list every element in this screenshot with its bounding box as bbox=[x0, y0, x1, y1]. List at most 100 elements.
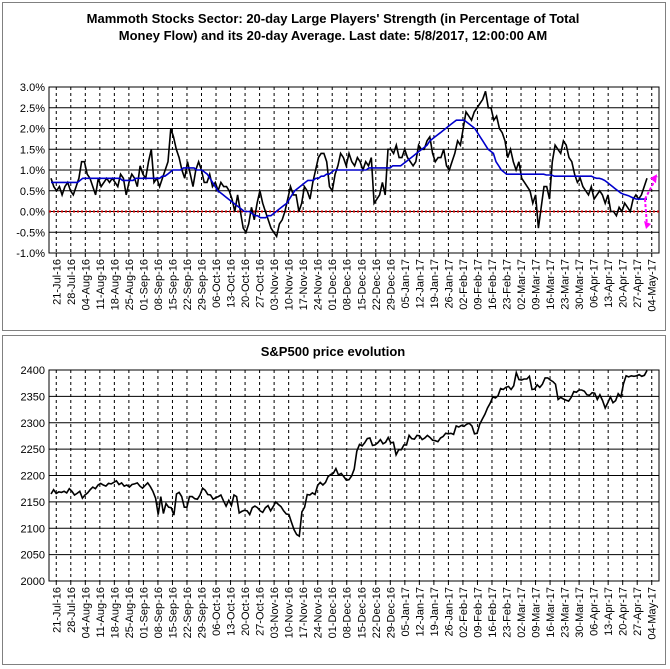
x-tick-label: 20-Apr-17 bbox=[618, 587, 630, 636]
strength-chart-panel: Mammoth Stocks Sector: 20-day Large Play… bbox=[2, 2, 666, 331]
x-tick-label: 05-Jan-17 bbox=[400, 587, 412, 637]
x-tick-label: 24-Nov-16 bbox=[313, 587, 325, 638]
x-tick-label: 04-May-17 bbox=[647, 259, 659, 312]
x-tick-label: 06-Apr-17 bbox=[589, 587, 601, 636]
x-tick-label: 01-Dec-16 bbox=[327, 259, 339, 310]
x-tick-label: 09-Feb-17 bbox=[472, 259, 484, 310]
x-tick-label: 16-Feb-17 bbox=[487, 587, 499, 638]
x-tick-label: 29-Sep-16 bbox=[197, 259, 209, 310]
y-tick-label: 2000 bbox=[21, 576, 45, 588]
x-tick-label: 02-Mar-17 bbox=[516, 587, 528, 638]
x-tick-label: 08-Sep-16 bbox=[153, 587, 165, 638]
x-tick-label: 25-Aug-16 bbox=[124, 259, 136, 310]
x-tick-label: 03-Nov-16 bbox=[269, 259, 281, 310]
x-tick-label: 13-Oct-16 bbox=[226, 259, 238, 308]
x-tick-label: 06-Apr-17 bbox=[589, 259, 601, 308]
x-tick-label: 02-Feb-17 bbox=[458, 587, 470, 638]
x-tick-label: 20-Oct-16 bbox=[240, 587, 252, 636]
x-tick-label: 10-Nov-16 bbox=[284, 259, 296, 310]
x-tick-label: 04-Aug-16 bbox=[80, 259, 92, 310]
y-tick-label: 2.5% bbox=[20, 103, 45, 115]
x-tick-label: 13-Apr-17 bbox=[603, 259, 615, 308]
y-tick-label: 1.5% bbox=[20, 144, 45, 156]
chart-title-line-1: Mammoth Stocks Sector: 20-day Large Play… bbox=[87, 11, 580, 26]
forecast-down-arrowhead bbox=[644, 221, 651, 230]
x-tick-label: 09-Feb-17 bbox=[472, 587, 484, 638]
series-line-main bbox=[50, 369, 648, 538]
x-tick-label: 24-Nov-16 bbox=[313, 259, 325, 310]
strength-chart: Mammoth Stocks Sector: 20-day Large Play… bbox=[16, 11, 660, 312]
x-tick-label: 22-Sep-16 bbox=[182, 587, 194, 638]
x-tick-label: 26-Jan-17 bbox=[443, 587, 455, 637]
x-tick-label: 20-Oct-16 bbox=[240, 259, 252, 308]
x-tick-label: 21-Jul-16 bbox=[51, 259, 63, 305]
y-tick-label: 2150 bbox=[21, 497, 45, 509]
x-tick-label: 09-Mar-17 bbox=[531, 259, 543, 310]
x-tick-label: 18-Aug-16 bbox=[109, 587, 121, 638]
x-tick-label: 27-Apr-17 bbox=[632, 259, 644, 308]
x-tick-label: 01-Sep-16 bbox=[138, 259, 150, 310]
forecast-up-arrowhead bbox=[650, 174, 657, 184]
x-tick-label: 15-Sep-16 bbox=[167, 259, 179, 310]
x-tick-label: 15-Dec-16 bbox=[356, 259, 368, 310]
x-tick-label: 23-Feb-17 bbox=[502, 259, 514, 310]
x-tick-label: 21-Jul-16 bbox=[51, 587, 63, 633]
x-tick-label: 03-Nov-16 bbox=[269, 587, 281, 638]
x-tick-label: 05-Jan-17 bbox=[400, 259, 412, 309]
x-tick-label: 01-Dec-16 bbox=[327, 587, 339, 638]
y-tick-label: 0.0% bbox=[20, 207, 45, 219]
x-tick-label: 02-Mar-17 bbox=[516, 259, 528, 310]
x-tick-label: 16-Mar-17 bbox=[545, 259, 557, 310]
x-tick-label: 08-Dec-16 bbox=[342, 259, 354, 310]
x-tick-label: 26-Jan-17 bbox=[443, 259, 455, 309]
chart-title: S&P500 price evolution bbox=[261, 344, 406, 359]
x-tick-label: 01-Sep-16 bbox=[138, 587, 150, 638]
x-tick-label: 30-Mar-17 bbox=[574, 587, 586, 638]
x-tick-label: 20-Apr-17 bbox=[618, 259, 630, 308]
x-tick-label: 29-Dec-16 bbox=[385, 259, 397, 310]
x-tick-label: 10-Nov-16 bbox=[284, 587, 296, 638]
x-tick-label: 19-Jan-17 bbox=[429, 587, 441, 637]
x-tick-label: 13-Oct-16 bbox=[226, 587, 238, 636]
x-tick-label: 08-Dec-16 bbox=[342, 587, 354, 638]
x-tick-label: 11-Aug-16 bbox=[95, 587, 107, 638]
x-tick-label: 08-Sep-16 bbox=[153, 259, 165, 310]
y-tick-label: 2300 bbox=[21, 418, 45, 430]
x-tick-label: 15-Dec-16 bbox=[356, 587, 368, 638]
forecast-down-arrow bbox=[644, 198, 648, 227]
y-tick-label: -0.5% bbox=[16, 227, 45, 239]
x-tick-label: 16-Feb-17 bbox=[487, 259, 499, 310]
x-tick-label: 29-Sep-16 bbox=[197, 587, 209, 638]
y-tick-label: -1.0% bbox=[16, 248, 45, 260]
y-tick-label: 2250 bbox=[21, 444, 45, 456]
sp500-chart-panel: S&P500 price evolution 2000 2050 2100 2150 2… bbox=[2, 335, 666, 665]
y-tick-label: 3.0% bbox=[20, 82, 45, 94]
x-tick-label: 04-May-17 bbox=[647, 587, 659, 640]
x-tick-label: 23-Mar-17 bbox=[560, 259, 572, 310]
y-tick-label: 2050 bbox=[21, 550, 45, 562]
x-tick-label: 06-Oct-16 bbox=[211, 259, 223, 308]
series-line-main bbox=[50, 90, 648, 239]
y-tick-label: 2.0% bbox=[20, 124, 45, 136]
y-tick-label: 2350 bbox=[21, 391, 45, 403]
x-tick-label: 12-Jan-17 bbox=[414, 259, 426, 309]
x-tick-label: 09-Mar-17 bbox=[531, 587, 543, 638]
x-tick-label: 11-Aug-16 bbox=[95, 259, 107, 310]
y-tick-label: 2400 bbox=[21, 365, 45, 377]
x-tick-label: 25-Aug-16 bbox=[124, 587, 136, 638]
chart-title-line-2: Money Flow) and its 20-day Average. Last… bbox=[119, 28, 547, 43]
x-tick-label: 22-Dec-16 bbox=[371, 259, 383, 310]
y-tick-label: 2100 bbox=[21, 523, 45, 535]
x-tick-label: 06-Oct-16 bbox=[211, 587, 223, 636]
x-tick-label: 27-Oct-16 bbox=[255, 259, 267, 308]
x-tick-label: 04-Aug-16 bbox=[80, 587, 92, 638]
x-tick-label: 22-Sep-16 bbox=[182, 259, 194, 310]
x-tick-label: 16-Mar-17 bbox=[545, 587, 557, 638]
x-tick-label: 30-Mar-17 bbox=[574, 259, 586, 310]
x-tick-label: 17-Nov-16 bbox=[298, 587, 310, 638]
x-tick-label: 28-Jul-16 bbox=[66, 259, 78, 305]
x-tick-label: 13-Apr-17 bbox=[603, 587, 615, 636]
x-tick-label: 23-Feb-17 bbox=[502, 587, 514, 638]
x-tick-label: 29-Dec-16 bbox=[385, 587, 397, 638]
x-tick-label: 23-Mar-17 bbox=[560, 587, 572, 638]
